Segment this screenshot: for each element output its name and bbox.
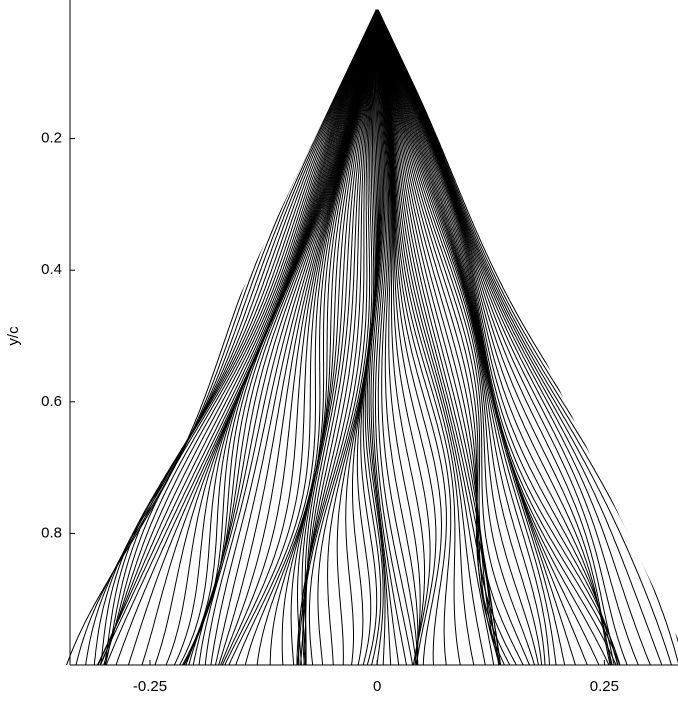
streamline — [377, 9, 495, 665]
streamline — [304, 9, 378, 665]
streamline — [269, 9, 378, 665]
streamline — [377, 9, 672, 665]
streamline — [115, 9, 377, 665]
streamline — [377, 9, 543, 665]
streamline — [218, 9, 378, 665]
streamline — [327, 9, 378, 665]
streamline — [372, 9, 407, 665]
streamline — [377, 9, 505, 665]
streamline — [377, 9, 613, 665]
streamline — [244, 9, 378, 665]
streamline — [376, 9, 426, 665]
streamline — [377, 9, 588, 665]
streamline — [224, 9, 378, 665]
streamline — [370, 9, 400, 665]
streamline — [377, 9, 502, 665]
streamline — [377, 9, 612, 665]
streamline — [105, 9, 377, 665]
streamline — [377, 9, 617, 665]
streamline — [100, 9, 377, 665]
streamline — [377, 9, 524, 665]
streamline — [377, 9, 546, 665]
streamline — [376, 9, 419, 665]
streamline — [96, 9, 377, 665]
streamline — [377, 9, 619, 665]
streamline — [281, 9, 378, 665]
streamline — [298, 9, 378, 665]
streamline — [366, 9, 386, 665]
streamline — [377, 9, 566, 665]
streamline — [104, 9, 377, 665]
y-tick-label: 0.6 — [41, 393, 62, 410]
streamline — [375, 9, 414, 665]
streamline — [377, 9, 501, 665]
x-tick-label: 0.25 — [590, 678, 619, 695]
streamlines — [66, 9, 678, 665]
streamline — [183, 9, 377, 665]
streamline — [290, 9, 378, 665]
streamline — [377, 9, 530, 665]
y-tick-label: 0.2 — [41, 130, 62, 147]
x-tick-label: 0 — [373, 678, 381, 695]
streamline — [376, 9, 417, 665]
streamline — [376, 9, 431, 665]
streamline — [210, 9, 377, 665]
streamline — [198, 9, 377, 665]
streamline — [377, 9, 539, 665]
streamline — [364, 9, 384, 665]
streamline — [104, 9, 377, 665]
streamline — [93, 9, 377, 665]
streamline — [377, 9, 452, 665]
streamline — [308, 9, 378, 665]
streamline — [377, 9, 621, 665]
streamline — [256, 9, 378, 665]
streamline — [368, 9, 392, 665]
streamline — [376, 9, 419, 665]
streamline — [377, 9, 611, 665]
streamline — [100, 9, 377, 665]
streamline — [221, 9, 378, 665]
streamline — [204, 9, 377, 665]
streamline — [377, 9, 535, 665]
streamline — [302, 9, 378, 665]
streamline — [377, 9, 550, 665]
streamline — [377, 9, 486, 665]
streamline — [297, 9, 378, 665]
streamline — [303, 9, 378, 665]
streamline — [377, 9, 621, 665]
streamline — [377, 9, 576, 665]
streamline — [103, 9, 377, 665]
x-tick-label: -0.25 — [133, 678, 167, 695]
streamline — [215, 9, 377, 665]
streamline — [377, 9, 600, 665]
y-tick-label: 0.4 — [41, 261, 62, 278]
streamline — [97, 9, 377, 665]
streamline — [192, 9, 377, 665]
streamline — [377, 9, 615, 665]
streamline — [377, 9, 475, 665]
streamline — [377, 9, 517, 665]
streamline — [377, 9, 557, 665]
y-axis-label: y/c — [5, 326, 22, 346]
streamline — [377, 9, 619, 665]
streamline — [376, 9, 421, 665]
streamline — [99, 9, 377, 665]
streamline — [377, 9, 500, 665]
streamline — [317, 9, 378, 665]
streamline — [228, 9, 378, 665]
y-tick-label: 0.8 — [41, 524, 62, 541]
streamline — [235, 9, 378, 665]
streamline — [377, 9, 511, 665]
streamline — [301, 9, 378, 665]
streamline — [183, 9, 377, 665]
